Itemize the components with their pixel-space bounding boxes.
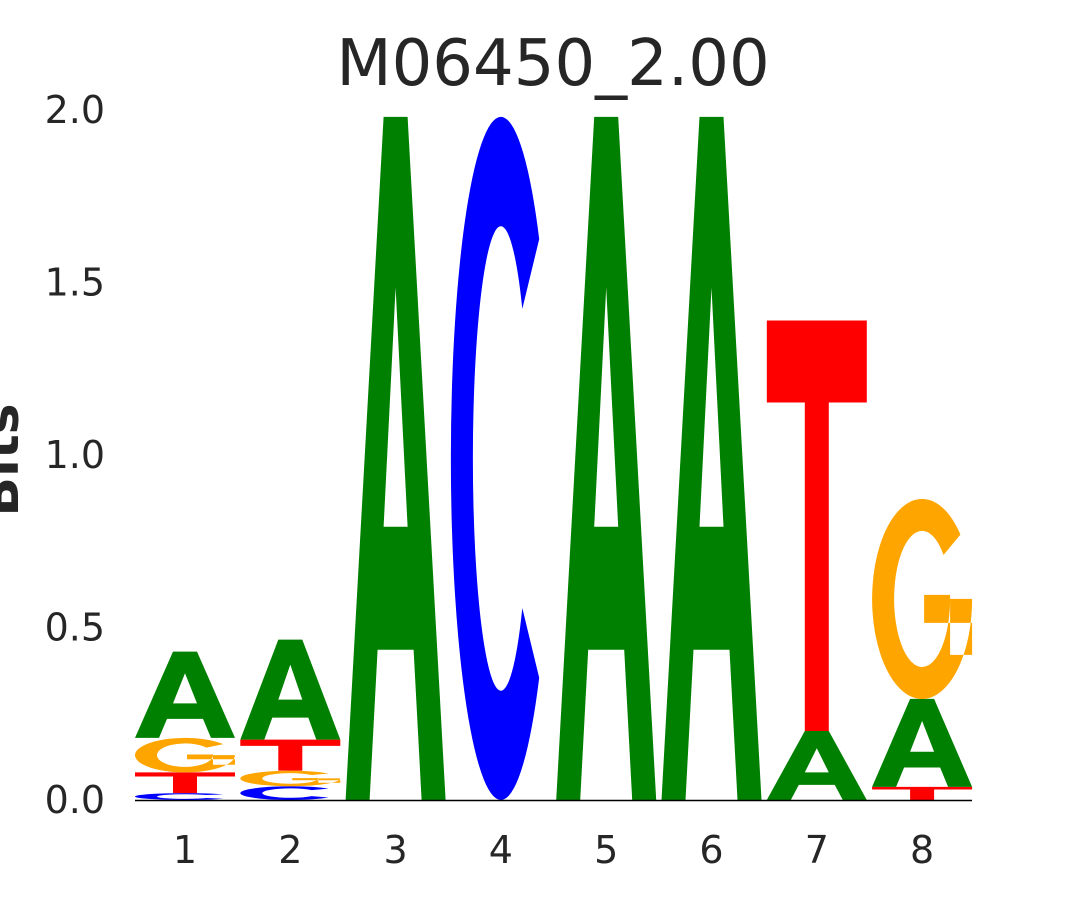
logo-letter-A [240, 639, 341, 740]
logo-letter-G [240, 770, 341, 787]
logo-letter-C [240, 786, 329, 800]
y-tick-label: 0.5 [45, 606, 105, 650]
logo-letter-T [766, 320, 867, 732]
y-axis-label: Bits [0, 403, 31, 516]
y-tick-label: 1.0 [45, 433, 105, 477]
x-tick-label: 3 [384, 828, 408, 872]
logo-letter-A [135, 651, 235, 738]
logo-letter-A [661, 116, 762, 800]
logo-letter-A [872, 698, 973, 787]
logo-letter-G [872, 498, 973, 699]
x-tick-label: 4 [489, 828, 513, 872]
x-tick-label: 6 [699, 828, 723, 872]
x-tick-label: 2 [278, 828, 302, 872]
x-tick-label: 5 [594, 828, 618, 872]
y-tick-label: 1.5 [45, 261, 105, 305]
logo-letter-A [556, 116, 657, 800]
y-tick-label: 2.0 [45, 88, 105, 132]
x-tick-label: 7 [805, 828, 829, 872]
logo-letter-G [135, 737, 236, 773]
logo-letter-C [134, 793, 224, 800]
y-tick-label: 0.0 [45, 778, 105, 822]
logo-letter-T [872, 786, 973, 800]
logo-letter-T [240, 739, 341, 771]
x-tick-label: 1 [173, 828, 197, 872]
logo-letter-A [766, 731, 867, 800]
logo-letter-C [450, 116, 540, 801]
logo-letter-A [345, 116, 446, 800]
logo-letter-T [135, 772, 235, 794]
x-tick-label: 8 [910, 828, 934, 872]
chart-title: M06450_2.00 [336, 27, 769, 101]
